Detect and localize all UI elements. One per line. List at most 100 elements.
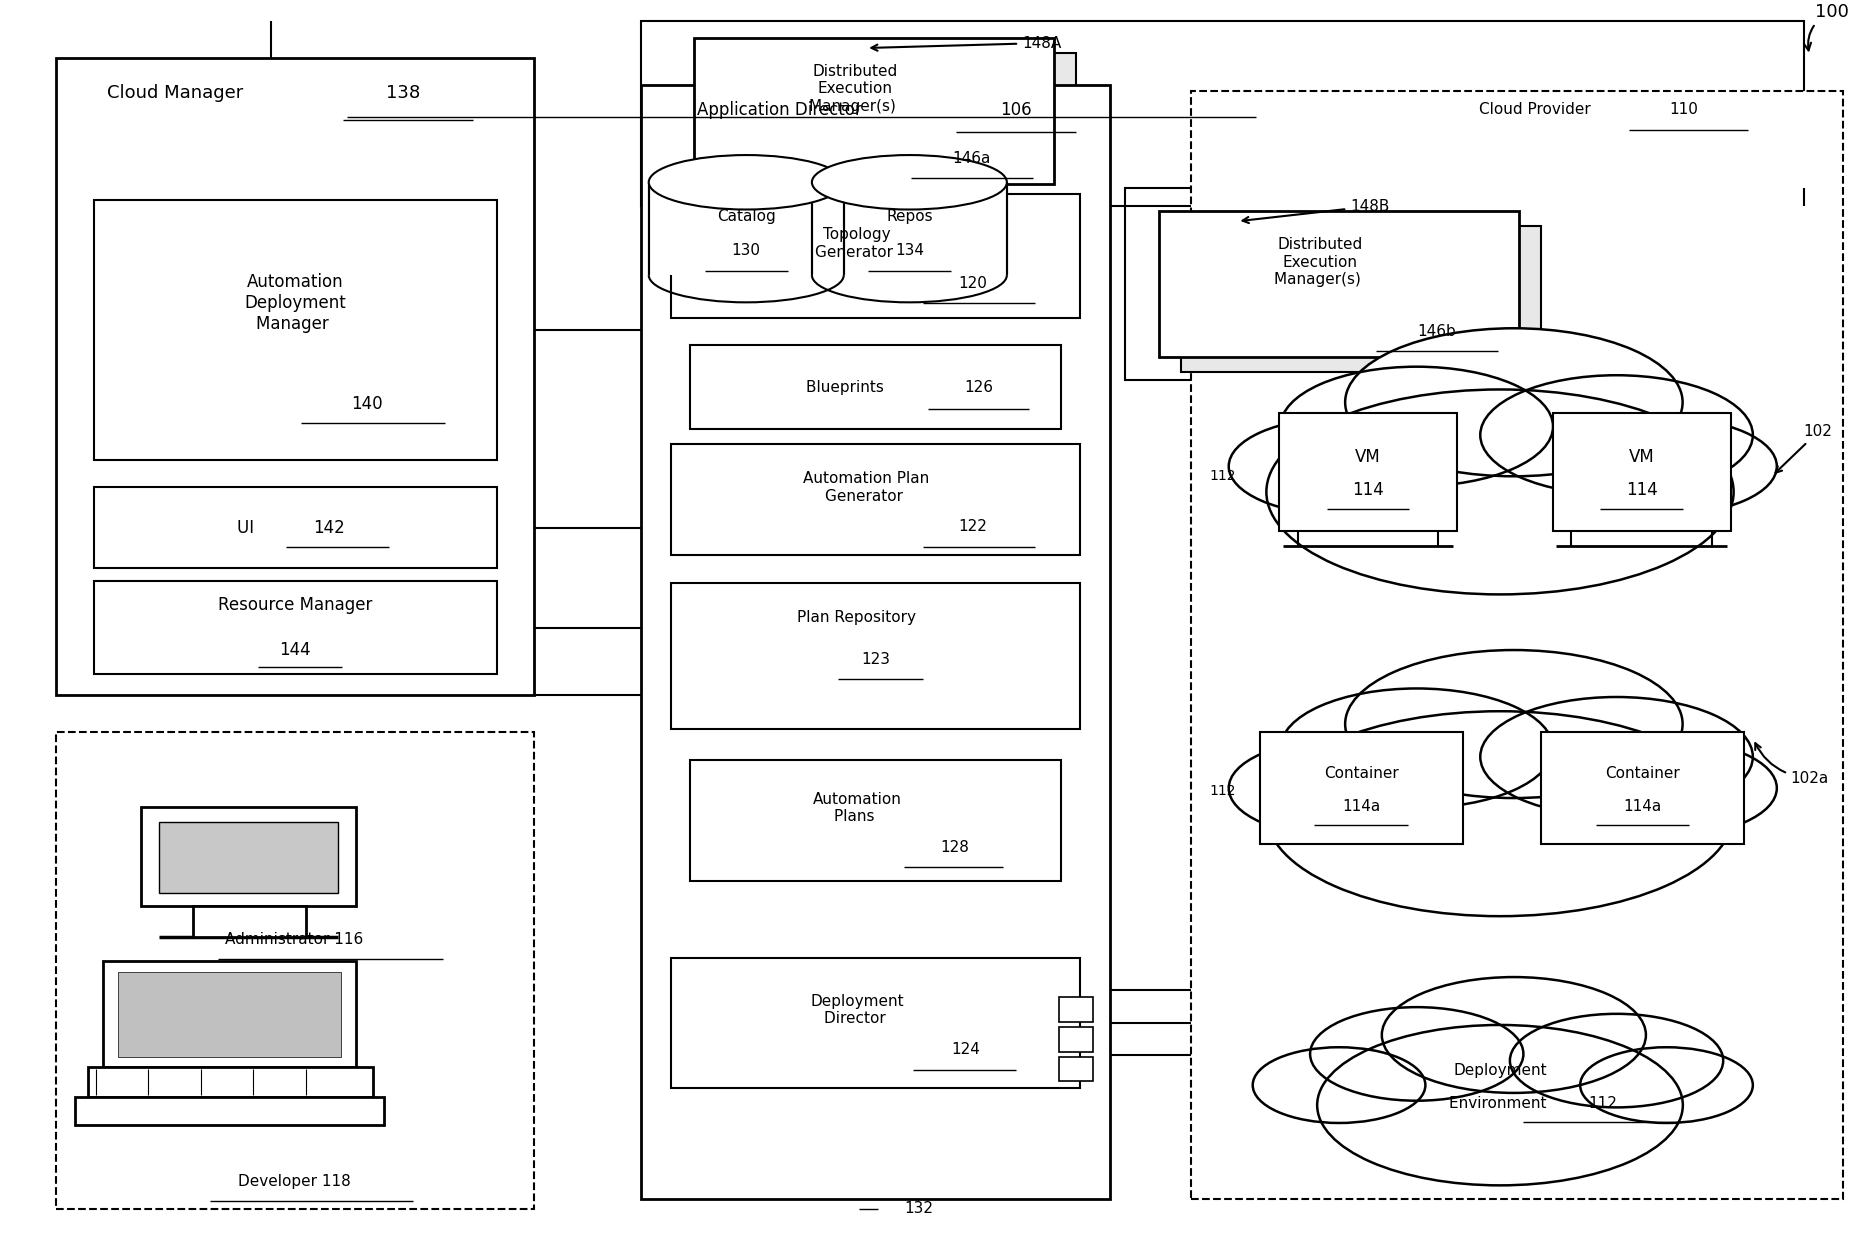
FancyBboxPatch shape — [1159, 212, 1519, 358]
FancyBboxPatch shape — [1279, 414, 1457, 531]
FancyBboxPatch shape — [56, 733, 534, 1209]
Text: Automation
Plans: Automation Plans — [812, 791, 902, 824]
Text: VM: VM — [1356, 449, 1380, 466]
Text: Automation
Deployment
Manager: Automation Deployment Manager — [244, 273, 347, 333]
FancyBboxPatch shape — [671, 444, 1080, 556]
FancyBboxPatch shape — [56, 57, 534, 695]
FancyBboxPatch shape — [812, 182, 1007, 275]
Text: Blueprints: Blueprints — [806, 380, 889, 395]
Text: Automation Plan
Generator: Automation Plan Generator — [802, 471, 930, 503]
FancyBboxPatch shape — [690, 345, 1061, 429]
FancyBboxPatch shape — [159, 821, 338, 893]
Text: 126: 126 — [964, 380, 994, 395]
Ellipse shape — [1556, 740, 1778, 836]
Text: Distributed
Execution
Manager(s): Distributed Execution Manager(s) — [810, 64, 900, 113]
Ellipse shape — [1344, 650, 1682, 797]
FancyBboxPatch shape — [671, 958, 1080, 1088]
Ellipse shape — [812, 155, 1007, 209]
FancyBboxPatch shape — [694, 39, 1054, 184]
FancyBboxPatch shape — [94, 582, 497, 674]
FancyBboxPatch shape — [1260, 733, 1462, 844]
FancyBboxPatch shape — [1059, 997, 1093, 1022]
Ellipse shape — [1581, 1047, 1753, 1123]
Text: 130: 130 — [731, 243, 761, 258]
Ellipse shape — [649, 155, 844, 209]
Text: UI: UI — [238, 518, 259, 537]
Text: 144: 144 — [279, 642, 311, 659]
Text: 148B: 148B — [1243, 199, 1389, 223]
Text: 112: 112 — [1209, 470, 1236, 483]
Text: Resource Manager: Resource Manager — [218, 596, 373, 635]
Text: 142: 142 — [313, 518, 345, 537]
Text: 100: 100 — [1804, 2, 1849, 50]
Text: 114a: 114a — [1342, 799, 1380, 814]
Ellipse shape — [1266, 390, 1734, 594]
FancyBboxPatch shape — [671, 583, 1080, 729]
Text: Environment: Environment — [1449, 1096, 1551, 1111]
Ellipse shape — [1382, 977, 1646, 1093]
FancyBboxPatch shape — [1541, 733, 1744, 844]
Text: 114: 114 — [1352, 481, 1384, 500]
Text: 140: 140 — [351, 395, 382, 414]
Text: 146b: 146b — [1418, 324, 1455, 339]
Ellipse shape — [1344, 328, 1682, 476]
Text: Container: Container — [1324, 766, 1399, 781]
Text: 122: 122 — [958, 520, 988, 535]
Text: 102a: 102a — [1755, 743, 1828, 786]
FancyBboxPatch shape — [1181, 227, 1541, 373]
Text: Container: Container — [1605, 766, 1680, 781]
Text: 120: 120 — [958, 275, 988, 290]
FancyBboxPatch shape — [103, 962, 356, 1067]
Text: Application Director: Application Director — [698, 101, 866, 118]
Text: 124: 124 — [951, 1043, 981, 1058]
Text: Plan Repository: Plan Repository — [797, 609, 917, 642]
Ellipse shape — [1311, 1007, 1523, 1100]
Text: Distributed
Execution
Manager(s): Distributed Execution Manager(s) — [1275, 237, 1365, 287]
Text: 102: 102 — [1776, 424, 1832, 472]
FancyBboxPatch shape — [1552, 414, 1731, 531]
Text: Developer 118: Developer 118 — [238, 1174, 351, 1189]
Text: Repos: Repos — [887, 209, 932, 224]
Text: Deployment: Deployment — [1453, 1063, 1547, 1078]
FancyBboxPatch shape — [1191, 91, 1843, 1199]
Text: 114: 114 — [1626, 481, 1658, 500]
Text: Cloud Provider: Cloud Provider — [1479, 102, 1596, 117]
FancyBboxPatch shape — [641, 85, 1110, 1199]
Ellipse shape — [1509, 1014, 1723, 1108]
FancyBboxPatch shape — [690, 760, 1061, 881]
Text: 112: 112 — [1588, 1096, 1618, 1111]
Text: 146a: 146a — [952, 151, 990, 166]
Ellipse shape — [1266, 711, 1734, 916]
Ellipse shape — [1228, 740, 1449, 836]
Text: 114a: 114a — [1624, 799, 1661, 814]
Text: Catalog: Catalog — [716, 209, 776, 224]
FancyBboxPatch shape — [1059, 1057, 1093, 1082]
Text: 110: 110 — [1669, 102, 1699, 117]
FancyBboxPatch shape — [193, 906, 306, 937]
Ellipse shape — [1479, 697, 1753, 816]
FancyBboxPatch shape — [716, 54, 1076, 199]
Ellipse shape — [1479, 375, 1753, 495]
Text: 106: 106 — [1001, 101, 1031, 118]
Text: 128: 128 — [939, 840, 969, 855]
Ellipse shape — [1281, 366, 1552, 486]
Text: Topology
Generator: Topology Generator — [816, 227, 898, 259]
Ellipse shape — [1228, 417, 1449, 515]
FancyBboxPatch shape — [649, 182, 844, 275]
Text: 132: 132 — [904, 1201, 934, 1216]
Text: 112: 112 — [1209, 784, 1236, 797]
Ellipse shape — [1281, 689, 1552, 807]
Text: Cloud Manager: Cloud Manager — [107, 83, 249, 102]
Text: 123: 123 — [861, 652, 891, 667]
Ellipse shape — [1252, 1047, 1425, 1123]
FancyBboxPatch shape — [141, 806, 356, 906]
FancyBboxPatch shape — [94, 487, 497, 568]
Text: VM: VM — [1629, 449, 1654, 466]
Ellipse shape — [1556, 417, 1778, 515]
FancyBboxPatch shape — [75, 1098, 384, 1125]
Ellipse shape — [1316, 1025, 1684, 1185]
FancyBboxPatch shape — [94, 201, 497, 460]
Text: Administrator 116: Administrator 116 — [225, 932, 364, 947]
FancyBboxPatch shape — [88, 1067, 373, 1098]
Text: 134: 134 — [894, 243, 924, 258]
